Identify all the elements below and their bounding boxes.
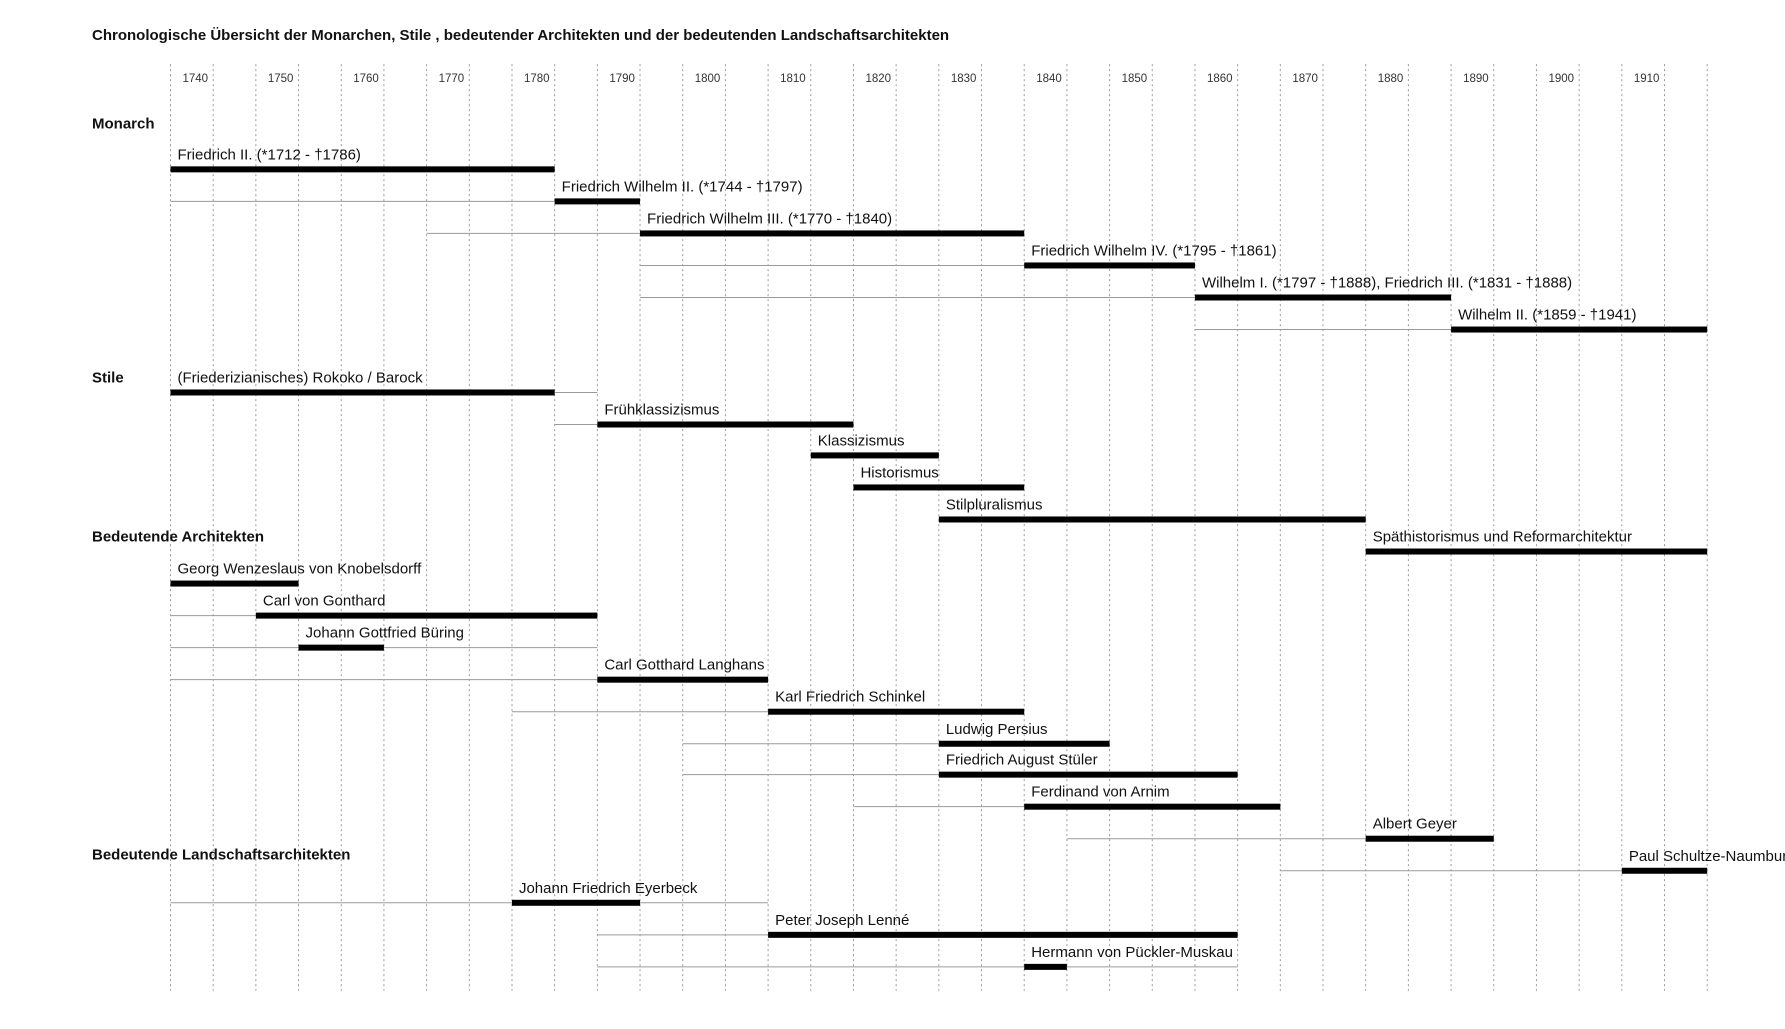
x-tick-label: 1740 (182, 73, 208, 85)
row-label: Carl Gotthard Langhans (604, 657, 764, 674)
row-label: Johann Gottfried Büring (306, 625, 464, 642)
row-label: Georg Wenzeslaus von Knobelsdorff (177, 561, 422, 578)
group-heading: Bedeutende Landschaftsarchitekten (92, 847, 350, 864)
x-tick-label: 1830 (951, 73, 977, 85)
row-label: Karl Friedrich Schinkel (775, 689, 925, 706)
row-label: Friedrich Wilhelm II. (*1744 - †1797) (562, 178, 803, 195)
x-tick-label: 1860 (1207, 73, 1233, 85)
period-bar (170, 389, 555, 396)
period-bar (938, 516, 1366, 523)
period-bar (1024, 262, 1195, 269)
period-bar (1621, 867, 1708, 874)
x-tick-label: 1890 (1463, 73, 1489, 85)
row-label: Wilhelm I. (*1797 - †1888), Friedrich II… (1202, 275, 1572, 292)
row-label: Frühklassizismus (604, 402, 719, 419)
period-bar (170, 580, 299, 587)
period-bar (1365, 835, 1494, 842)
x-tick-label: 1750 (268, 73, 294, 85)
row-label: Friedrich II. (*1712 - †1786) (177, 146, 360, 163)
row-label: Peter Joseph Lenné (775, 912, 909, 929)
x-tick-label: 1780 (524, 73, 550, 85)
row-label: Carl von Gonthard (263, 593, 386, 610)
row-label: (Friederizianisches) Rokoko / Barock (177, 369, 423, 386)
row-label: Friedrich Wilhelm IV. (*1795 - †1861) (1031, 242, 1276, 259)
x-tick-label: 1880 (1378, 73, 1404, 85)
x-tick-label: 1810 (780, 73, 806, 85)
period-bar (938, 771, 1238, 778)
group-heading: Bedeutende Architekten (92, 529, 264, 546)
period-bar (768, 708, 1025, 715)
chart-title: Chronologische Übersicht der Monarchen, … (92, 27, 949, 44)
period-bar (1024, 803, 1281, 810)
x-tick-label: 1760 (353, 73, 379, 85)
period-bar (1194, 294, 1452, 301)
x-tick-label: 1910 (1634, 73, 1660, 85)
row-label: Friedrich Wilhelm III. (*1770 - †1840) (647, 210, 892, 227)
x-tick-label: 1870 (1292, 73, 1318, 85)
period-bar (170, 166, 555, 173)
row-label: Klassizismus (818, 432, 905, 449)
period-bar (1024, 963, 1067, 970)
x-tick-label: 1900 (1548, 73, 1574, 85)
period-bar (810, 452, 939, 459)
x-tick-label: 1850 (1122, 73, 1148, 85)
period-bar (1365, 548, 1708, 555)
row-label: Friedrich August Stüler (946, 752, 1098, 769)
row-label: Ferdinand von Arnim (1031, 784, 1169, 801)
period-bar (853, 484, 1025, 491)
group-heading: Stile (92, 370, 124, 387)
row-label: Stilpluralismus (946, 496, 1043, 513)
row-label: Albert Geyer (1373, 816, 1457, 833)
period-bar (640, 230, 1025, 237)
x-tick-label: 1820 (865, 73, 891, 85)
period-bar (597, 676, 769, 683)
period-bar (597, 421, 854, 428)
period-bar (511, 899, 641, 906)
row-label: Johann Friedrich Eyerbeck (519, 880, 698, 897)
period-bar (768, 931, 1238, 938)
row-label: Ludwig Persius (946, 721, 1048, 738)
x-tick-label: 1770 (439, 73, 465, 85)
row-label: Hermann von Pückler-Muskau (1031, 944, 1233, 961)
period-bar (554, 198, 641, 205)
x-tick-label: 1790 (609, 73, 635, 85)
row-label: Späthistorismus und Reformarchitektur (1373, 529, 1632, 546)
period-bar (255, 612, 598, 619)
group-heading: Monarch (92, 116, 155, 133)
row-label: Historismus (860, 464, 938, 481)
period-bar (298, 644, 384, 651)
x-tick-label: 1800 (695, 73, 721, 85)
row-label: Wilhelm II. (*1859 - †1941) (1458, 307, 1636, 324)
row-label: Paul Schultze-Naumburg (1629, 848, 1785, 865)
period-bar (938, 740, 1110, 747)
x-tick-label: 1840 (1036, 73, 1062, 85)
period-bar (1451, 326, 1708, 333)
